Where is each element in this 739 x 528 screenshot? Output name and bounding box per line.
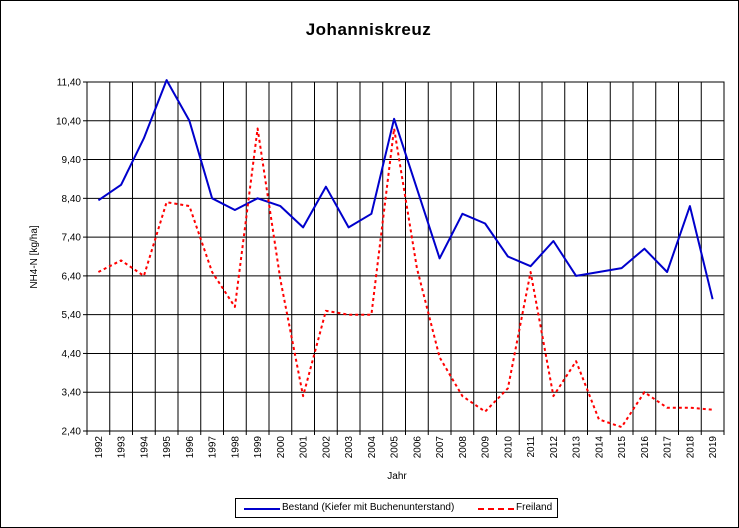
y-tick-label: 9,40 — [62, 155, 82, 166]
chart-legend: Bestand (Kiefer mit Buchenunterstand) Fr… — [235, 498, 558, 518]
x-tick-label: 2002 — [321, 436, 332, 459]
x-axis-label: Jahr — [387, 471, 407, 482]
y-tick-label: 7,40 — [62, 233, 82, 244]
y-tick-label: 11,40 — [57, 78, 82, 89]
x-tick-label: 1995 — [162, 436, 173, 459]
x-tick-label: 1992 — [94, 436, 105, 459]
x-tick-label: 2011 — [526, 436, 537, 458]
x-tick-label: 1996 — [185, 436, 196, 459]
legend-label-freiland: Freiland — [516, 502, 553, 513]
series-line-freiland — [97, 127, 713, 429]
x-tick-label: 1993 — [117, 436, 128, 459]
y-tick-label: 5,40 — [62, 310, 82, 321]
x-tick-label: 2014 — [594, 436, 605, 459]
x-tick-label: 1998 — [230, 436, 241, 459]
y-axis-label: NH4-N [kg/ha] — [29, 225, 40, 289]
x-tick-label: 2000 — [276, 436, 287, 459]
x-tick-label: 2018 — [685, 436, 696, 459]
x-tick-label: 2007 — [435, 436, 446, 459]
x-tick-label: 2017 — [663, 436, 674, 459]
x-tick-label: 2015 — [617, 436, 628, 459]
y-tick-label: 10,40 — [56, 116, 81, 127]
y-tick-label: 8,40 — [62, 194, 82, 205]
x-tick-label: 2010 — [503, 436, 514, 459]
legend-swatch-bestand — [244, 508, 280, 510]
x-tick-label: 2009 — [481, 436, 492, 459]
y-tick-label: 2,40 — [62, 427, 82, 438]
x-tick-label: 2004 — [367, 436, 378, 459]
legend-swatch-freiland — [478, 508, 514, 510]
x-tick-label: 2012 — [549, 436, 560, 459]
y-tick-label: 4,40 — [62, 349, 82, 360]
x-tick-label: 2001 — [299, 436, 310, 459]
y-tick-label: 6,40 — [62, 271, 82, 282]
x-tick-label: 1997 — [208, 436, 219, 459]
x-tick-label: 2003 — [344, 436, 355, 459]
x-tick-label: 2006 — [412, 436, 423, 459]
y-tick-label: 3,40 — [62, 388, 82, 399]
x-tick-label: 2005 — [390, 436, 401, 459]
x-tick-label: 2016 — [640, 436, 651, 459]
x-tick-label: 2019 — [708, 436, 719, 459]
x-tick-label: 1994 — [139, 436, 150, 459]
series-line-bestand — [97, 79, 714, 300]
x-tick-label: 2013 — [572, 436, 583, 459]
chart-title: Johanniskreuz — [305, 20, 432, 39]
legend-label-bestand: Bestand (Kiefer mit Buchenunterstand) — [282, 502, 455, 513]
x-tick-label: 1999 — [253, 436, 264, 459]
x-tick-label: 2008 — [458, 436, 469, 459]
